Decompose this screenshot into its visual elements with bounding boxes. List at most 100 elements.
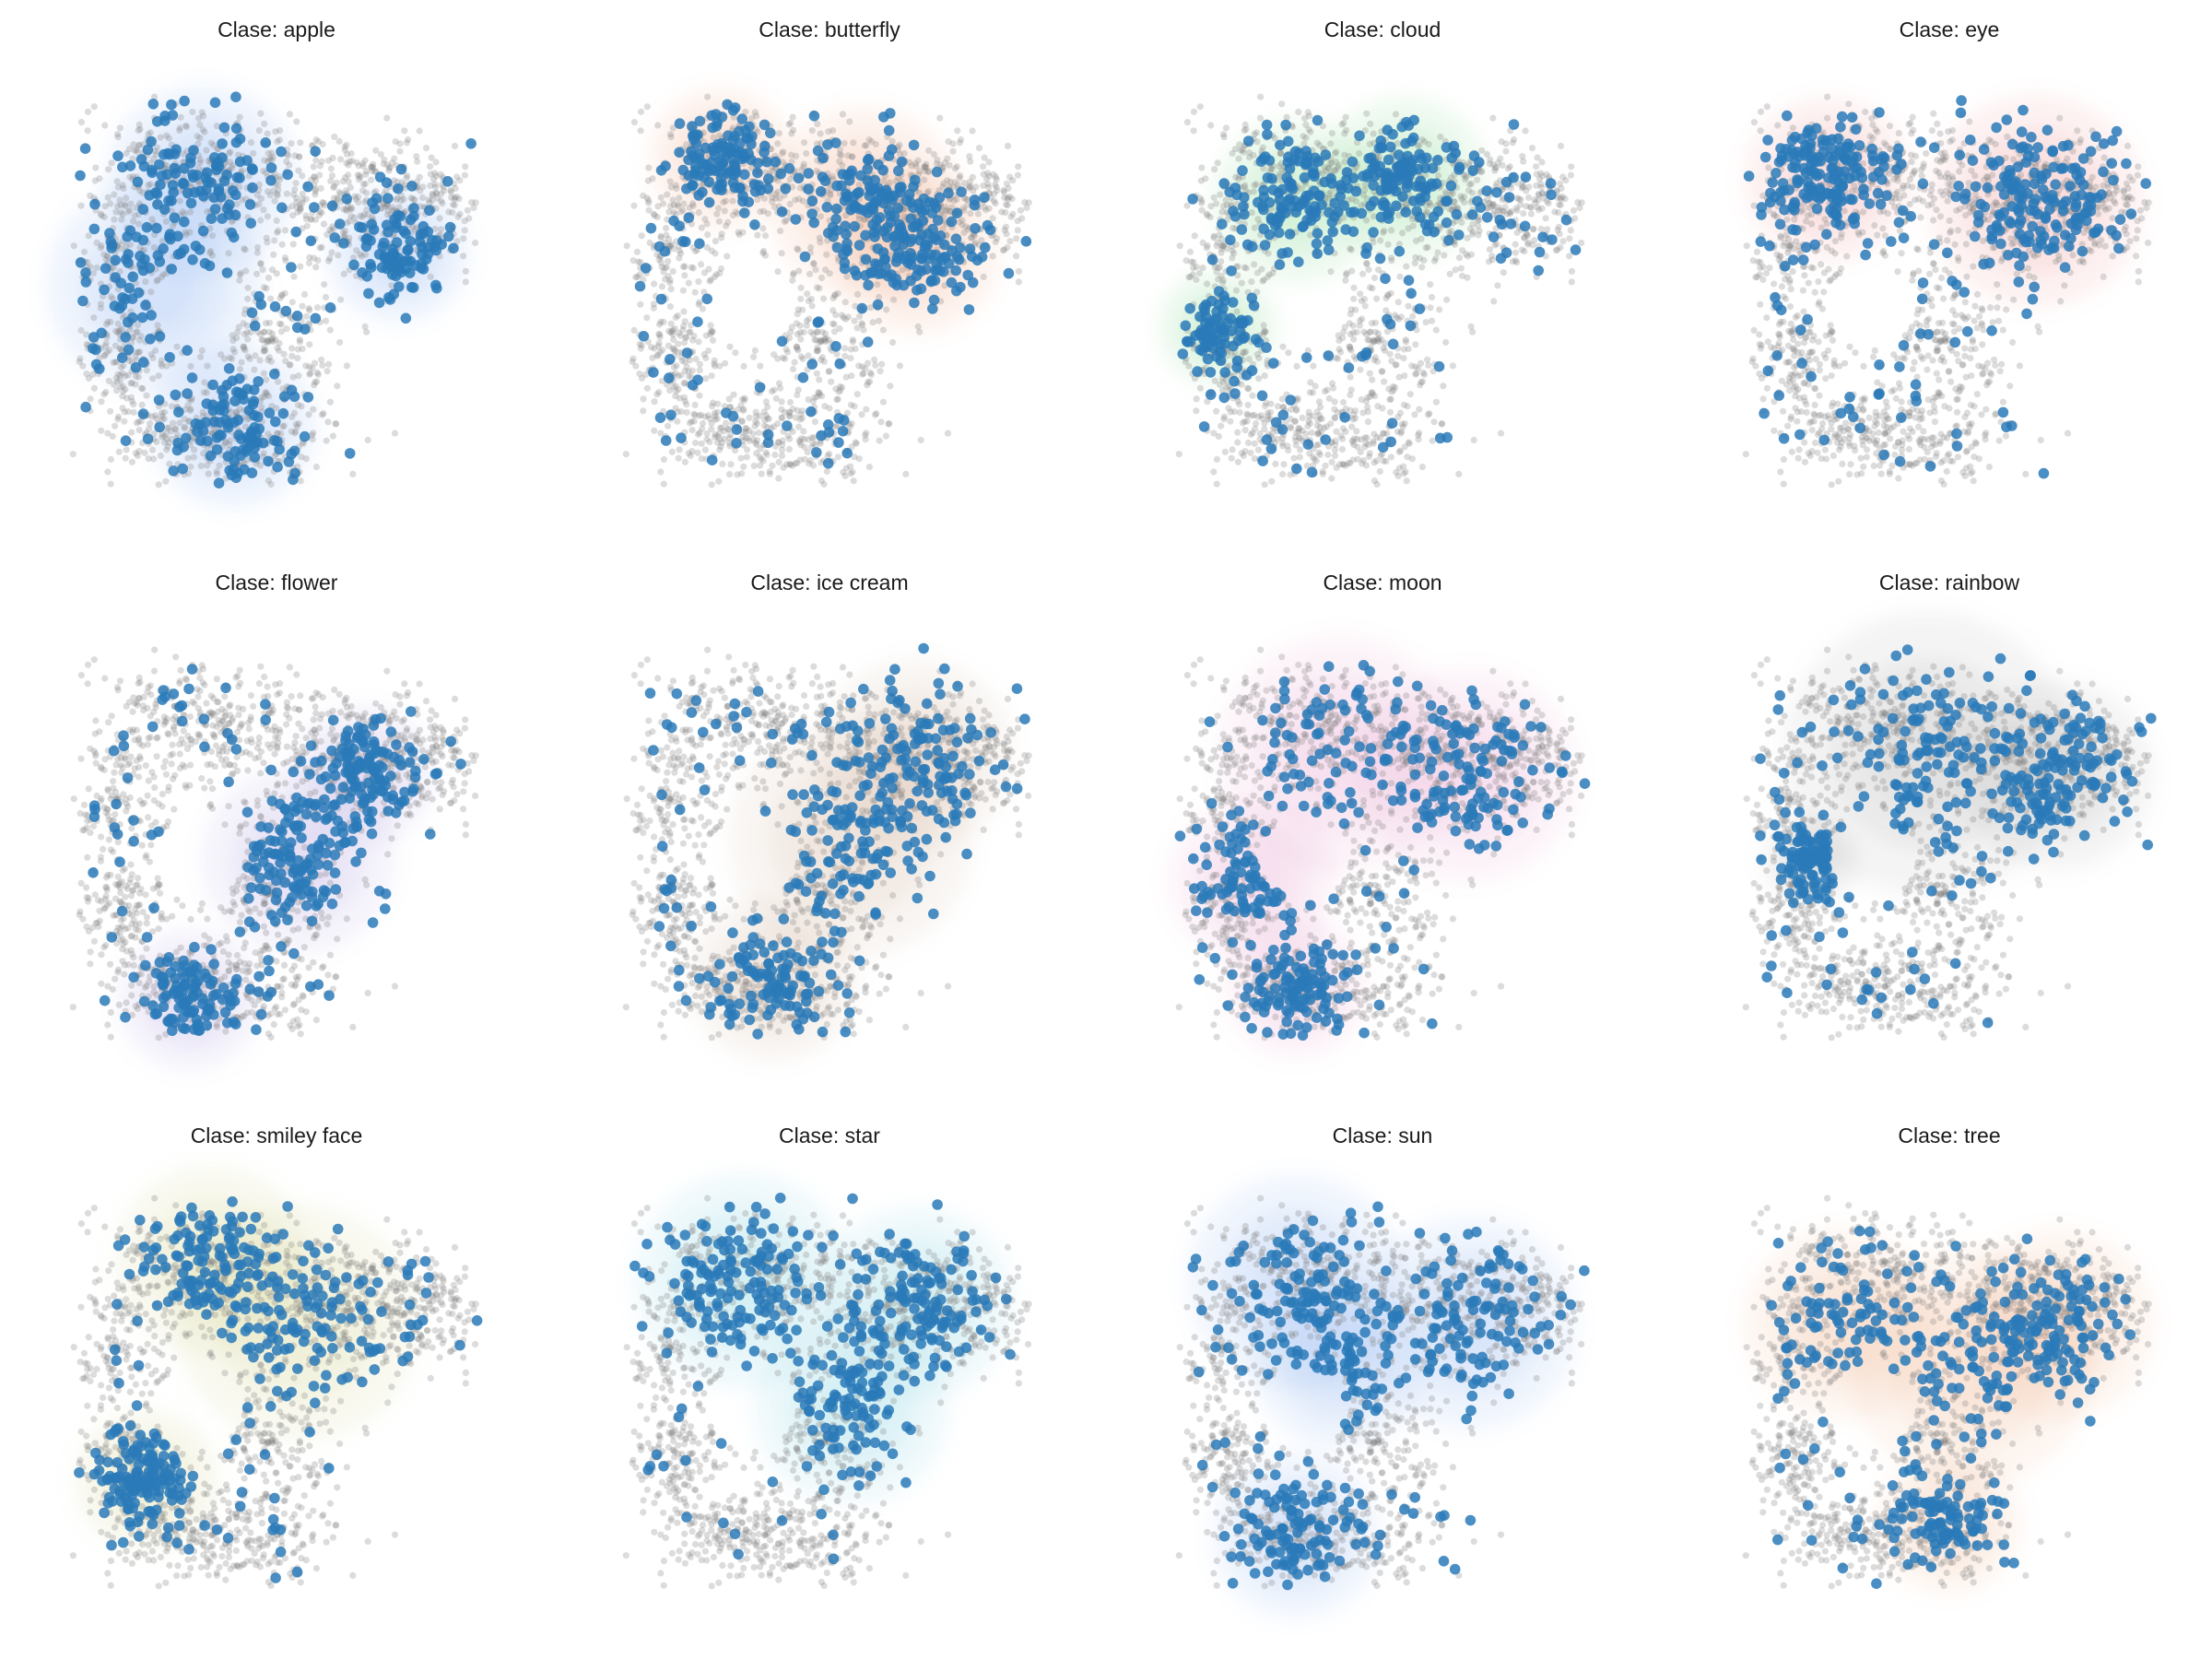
class-point — [837, 426, 849, 437]
background-point — [774, 355, 782, 362]
background-point — [708, 481, 715, 488]
background-point — [433, 190, 441, 197]
background-point — [107, 480, 114, 488]
background-point — [1373, 295, 1381, 302]
background-point — [377, 150, 384, 159]
background-point — [150, 243, 158, 252]
background-point — [1394, 472, 1402, 480]
background-point — [260, 206, 267, 214]
background-point — [688, 264, 695, 271]
class-point — [737, 195, 748, 207]
background-point — [1015, 267, 1022, 275]
class-point — [224, 199, 235, 210]
background-point — [780, 148, 787, 156]
background-point — [277, 328, 285, 335]
class-point — [77, 295, 88, 307]
class-point — [939, 239, 950, 251]
background-point — [795, 423, 803, 430]
class-point — [381, 177, 393, 188]
class-point — [822, 458, 834, 469]
background-point — [271, 197, 278, 205]
background-point — [1418, 264, 1426, 271]
background-point — [148, 446, 156, 453]
class-point — [841, 245, 853, 257]
background-point — [318, 209, 325, 217]
background-point — [300, 290, 309, 298]
class-point — [731, 424, 743, 435]
class-point — [420, 253, 432, 265]
background-point — [1235, 155, 1242, 162]
background-point — [134, 452, 141, 460]
background-point — [1227, 418, 1234, 425]
background-point — [191, 446, 198, 453]
background-point — [306, 341, 313, 348]
background-point — [1306, 389, 1313, 396]
class-point — [776, 206, 788, 218]
background-point — [704, 93, 712, 100]
class-point — [367, 197, 378, 208]
background-point — [875, 317, 883, 324]
class-point — [833, 413, 844, 424]
background-point — [1216, 264, 1223, 271]
background-point — [462, 267, 469, 275]
background-point — [775, 130, 782, 137]
background-point — [1214, 159, 1221, 167]
background-point — [834, 453, 842, 461]
class-point — [880, 262, 891, 273]
background-point — [1506, 210, 1514, 218]
background-point — [1395, 448, 1403, 455]
class-point — [660, 435, 672, 446]
class-point — [197, 225, 209, 237]
background-point — [460, 253, 467, 260]
class-point — [729, 102, 741, 113]
background-point — [287, 361, 294, 369]
class-point — [114, 302, 125, 314]
class-point — [913, 198, 924, 209]
background-point — [187, 463, 194, 470]
background-point — [1530, 225, 1537, 232]
background-point — [265, 393, 273, 400]
class-point — [235, 450, 246, 462]
background-point — [303, 312, 311, 320]
background-point — [296, 338, 303, 346]
background-point — [1370, 130, 1377, 137]
background-point — [916, 328, 924, 335]
background-point — [134, 328, 141, 335]
class-point — [442, 176, 453, 187]
background-point — [1427, 304, 1434, 312]
background-point — [1570, 206, 1577, 214]
background-point — [869, 319, 877, 326]
background-point — [994, 187, 1001, 194]
background-point — [775, 380, 783, 387]
background-point — [190, 453, 197, 461]
background-point — [1427, 281, 1434, 288]
background-point — [645, 164, 653, 171]
background-point — [229, 336, 237, 345]
background-point — [1328, 159, 1335, 167]
class-point — [701, 293, 712, 305]
background-point — [1411, 411, 1418, 418]
class-point — [885, 217, 897, 228]
background-point — [759, 225, 767, 232]
background-point — [306, 307, 313, 314]
background-point — [251, 366, 258, 373]
background-point — [441, 187, 448, 194]
background-point — [335, 252, 342, 259]
class-point — [120, 253, 132, 265]
background-point — [104, 429, 112, 437]
background-point — [363, 206, 371, 214]
background-point — [949, 147, 957, 155]
background-point — [310, 163, 317, 171]
background-point — [208, 232, 217, 240]
background-point — [1251, 224, 1258, 231]
background-point — [829, 320, 837, 327]
background-point — [1211, 166, 1218, 173]
background-point — [1568, 278, 1575, 286]
background-point — [700, 269, 709, 276]
class-point — [80, 401, 91, 413]
background-point — [299, 302, 306, 310]
background-point — [686, 204, 693, 211]
background-point — [196, 121, 204, 128]
background-point — [1405, 302, 1412, 310]
background-point — [299, 345, 306, 353]
